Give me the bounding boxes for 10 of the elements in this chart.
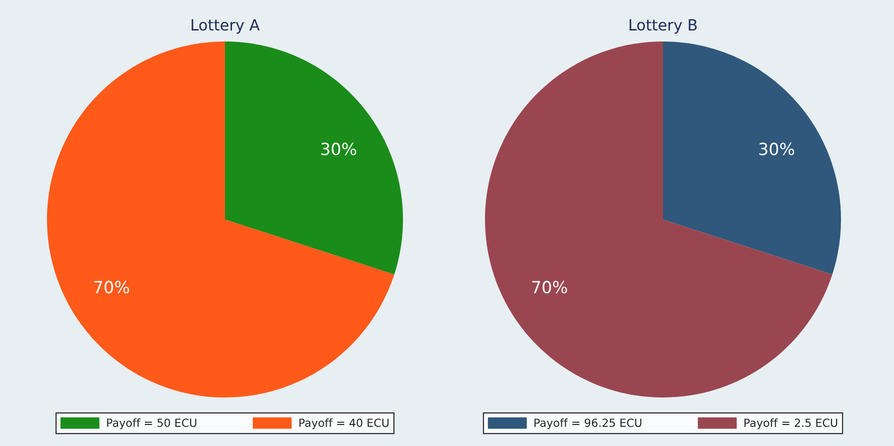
chart-title: Lottery B: [630, 19, 697, 34]
data-label: 30%: [759, 142, 794, 156]
data-label: 70%: [94, 280, 130, 294]
legend-label: Payoff = 40 ECU: [299, 418, 389, 430]
data-label: 70%: [532, 280, 568, 294]
chart-title: Lottery A: [192, 19, 260, 34]
data-label: 30%: [321, 142, 356, 156]
legend-label: Payoff = 50 ECU: [107, 418, 196, 430]
legend-label: Payoff = 96.25 ECU: [534, 418, 642, 430]
legend-label: Payoff = 2.5 ECU: [744, 418, 838, 430]
